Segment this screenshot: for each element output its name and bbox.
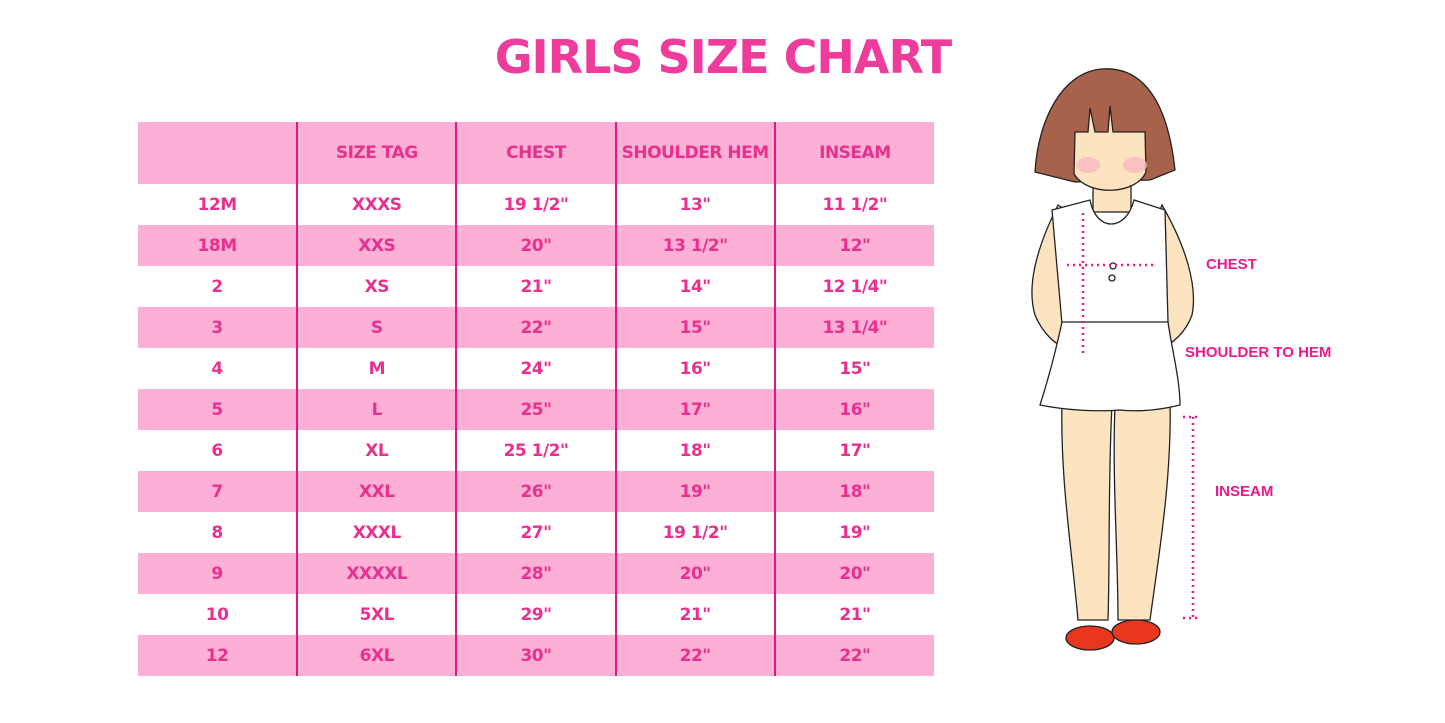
table-cell: 12: [138, 635, 298, 676]
size-chart-table: SIZE TAG CHEST SHOULDER HEM INSEAM 12M XX…: [138, 122, 934, 676]
header-cell: CHEST: [455, 122, 616, 184]
table-cell: 22": [455, 307, 616, 348]
table-cell: 8: [211, 522, 223, 543]
page-title: GIRLS SIZE CHART: [494, 30, 952, 84]
table-cell: 6XL: [296, 635, 457, 676]
table-cell: 14": [614, 266, 775, 307]
table-cell: 9: [138, 553, 298, 594]
left-leg: [1061, 399, 1113, 621]
table-cell: 26": [455, 471, 616, 512]
shirt: [1051, 199, 1169, 325]
table-cell: 12M: [197, 194, 238, 215]
shoulder-to-hem-label: SHOULDER TO HEM: [1185, 344, 1332, 361]
table-cell: 22": [773, 635, 934, 676]
table-cell: 13": [614, 184, 775, 225]
table-row: 10 5XL 29" 21" 21": [138, 594, 934, 635]
table-cell: 19 1/2": [455, 184, 616, 225]
table-row: 3 S 22" 15" 13 1/4": [138, 307, 934, 348]
table-cell: 5XL: [296, 594, 457, 635]
table-cell: 17": [614, 389, 775, 430]
table-cell: 22": [614, 635, 775, 676]
table-cell: 4: [211, 358, 223, 379]
header-cell: SHOULDER HEM: [614, 122, 775, 184]
table-cell: 30": [455, 635, 616, 676]
table-cell: 17": [773, 430, 934, 471]
table-cell: XXS: [296, 225, 457, 266]
table-cell: 21": [455, 266, 616, 307]
left-shoe: [1065, 625, 1115, 651]
table-cell: M: [296, 348, 457, 389]
table-cell: 25 1/2": [455, 430, 616, 471]
table-cell: 24": [455, 348, 616, 389]
table-cell: S: [296, 307, 457, 348]
table-row: 4 M 24" 16" 15": [138, 348, 934, 389]
button: [1108, 274, 1116, 282]
girl-measurement-illustration: [1031, 68, 1201, 651]
table-row: 9 XXXXL 28" 20" 20": [138, 553, 934, 594]
table-cell: 5: [138, 389, 298, 430]
table-cell: XXXL: [296, 512, 457, 553]
table-cell: 20": [773, 553, 934, 594]
inseam-label: INSEAM: [1215, 483, 1274, 500]
right-shoe: [1111, 619, 1161, 645]
table-cell: 7: [138, 471, 298, 512]
table-cell: 19": [614, 471, 775, 512]
table-cell: 25": [455, 389, 616, 430]
table-cell: 12": [773, 225, 934, 266]
table-cell: 28": [455, 553, 616, 594]
table-cell: XXXS: [296, 184, 457, 225]
right-leg: [1113, 399, 1171, 621]
table-cell: 13 1/4": [773, 307, 934, 348]
table-row: 18M XXS 20" 13 1/2" 12": [138, 225, 934, 266]
header-cell: [138, 122, 298, 184]
table-cell: 6: [211, 440, 223, 461]
table-cell: XS: [296, 266, 457, 307]
header-cell: INSEAM: [773, 122, 934, 184]
table-cell: 16": [773, 389, 934, 430]
table-cell: 3: [138, 307, 298, 348]
table-row: 8 XXXL 27" 19 1/2" 19": [138, 512, 934, 553]
table-cell: XXL: [296, 471, 457, 512]
chest-label: CHEST: [1206, 256, 1257, 273]
table-cell: 13 1/2": [614, 225, 775, 266]
table-cell: 15": [614, 307, 775, 348]
table-cell: 15": [773, 348, 934, 389]
table-row: 5 L 25" 17" 16": [138, 389, 934, 430]
table-cell: XXXXL: [296, 553, 457, 594]
table-cell: 21": [614, 594, 775, 635]
table-row: 6 XL 25 1/2" 18" 17": [138, 430, 934, 471]
table-cell: 19 1/2": [614, 512, 775, 553]
table-cell: 29": [455, 594, 616, 635]
table-cell: 11 1/2": [773, 184, 934, 225]
table-cell: 19": [773, 512, 934, 553]
table-cell: 27": [455, 512, 616, 553]
table-cell: 16": [614, 348, 775, 389]
table-cell: 20": [614, 553, 775, 594]
table-cell: 18": [614, 430, 775, 471]
table-header-row: SIZE TAG CHEST SHOULDER HEM INSEAM: [138, 122, 934, 184]
table-cell: 12 1/4": [773, 266, 934, 307]
table-row: 7 XXL 26" 19" 18": [138, 471, 934, 512]
table-cell: 18M: [138, 225, 298, 266]
table-cell: 20": [455, 225, 616, 266]
table-row: 12 6XL 30" 22" 22": [138, 635, 934, 676]
table-cell: 18": [773, 471, 934, 512]
table-row: 12M XXXS 19 1/2" 13" 11 1/2": [138, 184, 934, 225]
table-row: 2 XS 21" 14" 12 1/4": [138, 266, 934, 307]
table-cell: L: [296, 389, 457, 430]
table-cell: 2: [211, 276, 223, 297]
table-cell: XL: [296, 430, 457, 471]
table-cell: 10: [205, 604, 229, 625]
skirt: [1039, 321, 1181, 412]
header-cell: SIZE TAG: [296, 122, 457, 184]
table-cell: 21": [773, 594, 934, 635]
